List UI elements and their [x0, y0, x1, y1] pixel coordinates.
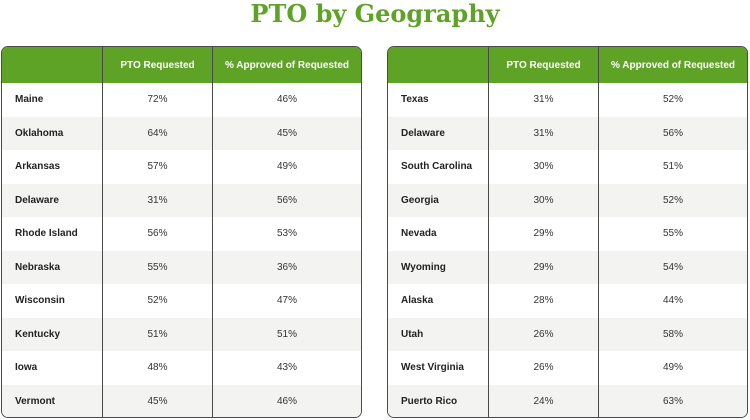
pto-requested-cell: 45% [102, 384, 212, 417]
percent-approved-cell: 46% [212, 83, 361, 117]
pto-requested-cell: 57% [102, 150, 212, 184]
percent-approved-cell: 44% [598, 284, 747, 318]
table-row: West Virginia 26% 49% [388, 351, 747, 385]
state-name-cell: Nebraska [15, 261, 61, 273]
state-name-cell: Wisconsin [15, 295, 65, 307]
state-name-cell: Kentucky [15, 328, 61, 340]
percent-approved-cell: 52% [598, 83, 747, 117]
state-name-cell: Alaska [401, 295, 434, 307]
percent-approved-cell: 51% [212, 317, 361, 351]
table-row: Nebraska 55% 36% [2, 250, 361, 284]
percent-approved-cell: 47% [212, 284, 361, 318]
pto-requested-cell: 55% [102, 250, 212, 284]
percent-approved-cell: 53% [212, 217, 361, 251]
percent-approved-cell: 51% [598, 150, 747, 184]
table-row: Maine 72% 46% [2, 83, 361, 117]
pto-requested-cell: 48% [102, 351, 212, 385]
percent-approved-cell: 54% [598, 250, 747, 284]
state-name-cell: Utah [401, 328, 424, 340]
state-name-cell: Arkansas [15, 161, 61, 173]
percent-approved-cell: 63% [598, 384, 747, 417]
state-name-cell: South Carolina [401, 161, 473, 173]
table-row: Delaware 31% 56% [388, 116, 747, 150]
state-name-cell: Iowa [15, 362, 38, 374]
percent-approved-cell: 49% [598, 351, 747, 385]
pto-requested-cell: 64% [102, 116, 212, 150]
table-row: Delaware 31% 56% [2, 183, 361, 217]
state-name-cell: Rhode Island [15, 228, 78, 240]
pto-requested-cell: 28% [488, 284, 598, 318]
table-row: Iowa 48% 43% [2, 351, 361, 385]
table-row: Arkansas 57% 49% [2, 150, 361, 184]
state-name-cell: Maine [15, 94, 44, 106]
table-right: PTO Requested% Approved of Requested Texa… [387, 46, 748, 418]
pto-requested-cell: 29% [488, 217, 598, 251]
pto-requested-cell: 26% [488, 317, 598, 351]
pto-requested-cell: 56% [102, 217, 212, 251]
pto-requested-cell: 29% [488, 250, 598, 284]
pto-requested-cell: 52% [102, 284, 212, 318]
column-header-pto-requested: PTO Requested [488, 47, 598, 83]
table-row: Georgia 30% 52% [388, 183, 747, 217]
percent-approved-cell: 49% [212, 150, 361, 184]
table-row: Kentucky 51% 51% [2, 317, 361, 351]
column-header-percent-approved: % Approved of Requested [598, 47, 747, 83]
state-name-cell: Puerto Rico [401, 395, 458, 407]
table-row: Oklahoma 64% 45% [2, 116, 361, 150]
percent-approved-cell: 46% [212, 384, 361, 417]
percent-approved-cell: 45% [212, 116, 361, 150]
pto-requested-cell: 31% [102, 183, 212, 217]
state-name-cell: Texas [401, 94, 429, 106]
table-row: Puerto Rico 24% 63% [388, 384, 747, 417]
table-header-row: PTO Requested% Approved of Requested [2, 47, 361, 83]
table-row: Rhode Island 56% 53% [2, 217, 361, 251]
pto-requested-cell: 72% [102, 83, 212, 117]
percent-approved-cell: 58% [598, 317, 747, 351]
table-row: Wyoming 29% 54% [388, 250, 747, 284]
pto-requested-cell: 30% [488, 150, 598, 184]
table-row: Nevada 29% 55% [388, 217, 747, 251]
state-name-cell: Wyoming [401, 261, 446, 273]
column-header-pto-requested: PTO Requested [102, 47, 212, 83]
pto-requested-cell: 26% [488, 351, 598, 385]
pto-requested-cell: 31% [488, 83, 598, 117]
table-row: Utah 26% 58% [388, 317, 747, 351]
pto-requested-cell: 30% [488, 183, 598, 217]
table-left: PTO Requested% Approved of Requested Main… [1, 46, 362, 418]
percent-approved-cell: 43% [212, 351, 361, 385]
percent-approved-cell: 36% [212, 250, 361, 284]
state-name-cell: Oklahoma [15, 127, 64, 139]
table-corner [2, 47, 102, 83]
percent-approved-cell: 55% [598, 217, 747, 251]
table-row: Vermont 45% 46% [2, 384, 361, 417]
percent-approved-cell: 56% [598, 116, 747, 150]
pto-requested-cell: 31% [488, 116, 598, 150]
state-name-cell: Delaware [15, 194, 59, 206]
state-name-cell: Vermont [15, 395, 56, 407]
page-title: PTO by Geography [250, 0, 500, 28]
state-name-cell: Nevada [401, 228, 437, 240]
percent-approved-cell: 56% [212, 183, 361, 217]
pto-requested-cell: 51% [102, 317, 212, 351]
pto-requested-cell: 24% [488, 384, 598, 417]
column-header-percent-approved: % Approved of Requested [212, 47, 361, 83]
table-header-row: PTO Requested% Approved of Requested [388, 47, 747, 83]
state-name-cell: West Virginia [401, 362, 464, 374]
state-name-cell: Georgia [401, 194, 439, 206]
table-row: South Carolina 30% 51% [388, 150, 747, 184]
table-row: Alaska 28% 44% [388, 284, 747, 318]
table-row: Texas 31% 52% [388, 83, 747, 117]
table-corner [388, 47, 488, 83]
percent-approved-cell: 52% [598, 183, 747, 217]
table-row: Wisconsin 52% 47% [2, 284, 361, 318]
state-name-cell: Delaware [401, 127, 445, 139]
